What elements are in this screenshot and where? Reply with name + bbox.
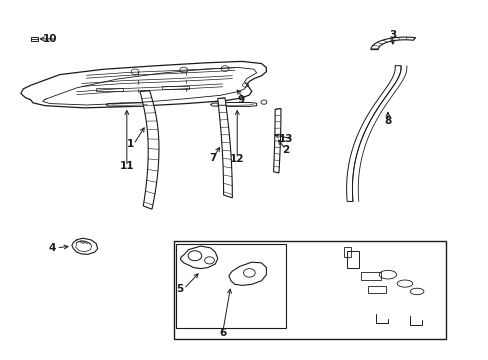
Text: 11: 11 — [120, 161, 134, 171]
Bar — [368, 286, 385, 293]
Polygon shape — [72, 238, 98, 254]
Polygon shape — [140, 91, 159, 209]
Bar — [344, 247, 351, 257]
Text: 10: 10 — [43, 34, 57, 44]
Polygon shape — [106, 103, 149, 107]
Text: 1: 1 — [126, 139, 133, 149]
Bar — [174, 241, 446, 339]
Bar — [162, 86, 188, 89]
Text: 2: 2 — [282, 145, 289, 155]
Text: 9: 9 — [237, 95, 244, 105]
Polygon shape — [370, 37, 415, 50]
Polygon shape — [228, 262, 266, 285]
Text: 8: 8 — [384, 116, 391, 126]
Text: 3: 3 — [388, 30, 396, 40]
Polygon shape — [21, 62, 266, 108]
Polygon shape — [217, 98, 232, 198]
Bar — [346, 251, 358, 267]
Polygon shape — [273, 109, 281, 173]
Polygon shape — [346, 66, 400, 202]
Polygon shape — [180, 246, 217, 269]
Text: 12: 12 — [229, 154, 244, 163]
Bar — [96, 88, 122, 91]
Text: 13: 13 — [278, 134, 292, 144]
Bar — [361, 272, 380, 280]
Bar — [30, 37, 38, 41]
Bar — [176, 244, 285, 328]
Text: 5: 5 — [176, 284, 183, 294]
Polygon shape — [210, 103, 256, 107]
Text: 6: 6 — [219, 328, 226, 338]
Text: 7: 7 — [209, 153, 216, 163]
Text: 4: 4 — [49, 243, 56, 253]
